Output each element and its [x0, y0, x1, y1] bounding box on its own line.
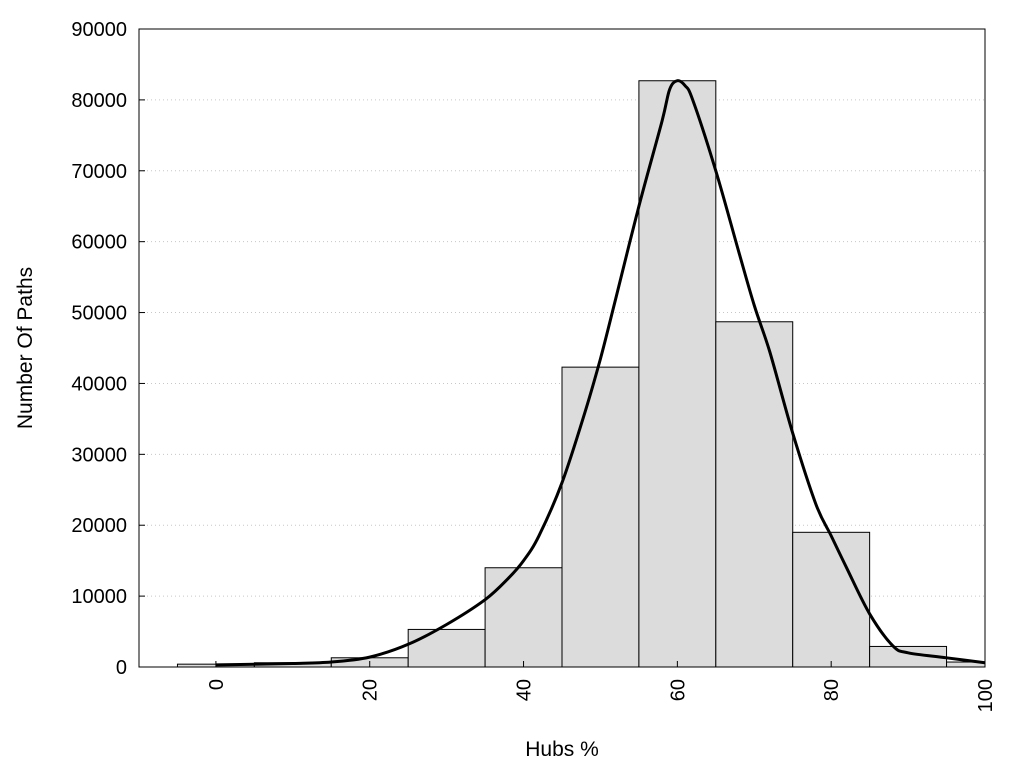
y-tick-label-0: 0 — [116, 657, 127, 679]
bar-30 — [407, 628, 486, 668]
bar-80 — [792, 531, 871, 668]
x-axis-ticks: 0 20 40 60 80 100 — [206, 661, 997, 712]
y-axis-title: Number Of Paths — [14, 267, 37, 429]
x-tick-label-100: 100 — [975, 679, 997, 712]
grid-lines — [139, 99, 985, 597]
bar-70 — [715, 321, 794, 668]
bars — [176, 80, 986, 668]
x-tick-label-60: 60 — [667, 679, 689, 701]
x-tick-label-0: 0 — [206, 679, 228, 690]
x-tick-label-20: 20 — [360, 679, 382, 701]
density-curve — [215, 79, 986, 667]
y-tick-label-90000: 90000 — [71, 19, 127, 41]
density-curve-layer — [215, 79, 986, 667]
plot-frame — [138, 28, 986, 668]
y-tick-label-10000: 10000 — [71, 586, 127, 608]
y-tick-label-40000: 40000 — [71, 373, 127, 395]
y-tick-label-50000: 50000 — [71, 303, 127, 325]
y-tick-label-20000: 20000 — [71, 515, 127, 537]
y-tick-label-60000: 60000 — [71, 232, 127, 254]
y-tick-label-80000: 80000 — [71, 90, 127, 112]
bar-40 — [484, 567, 563, 668]
y-tick-label-30000: 30000 — [71, 444, 127, 466]
x-axis-title: Hubs % — [525, 738, 599, 761]
y-axis-ticks: 0 10000 20000 30000 40000 50000 60000 70000 8000… — [71, 19, 145, 679]
y-tick-label-70000: 70000 — [71, 161, 127, 183]
bar-50 — [561, 366, 640, 668]
x-tick-label-40: 40 — [514, 679, 536, 701]
x-tick-label-80: 80 — [821, 679, 843, 701]
